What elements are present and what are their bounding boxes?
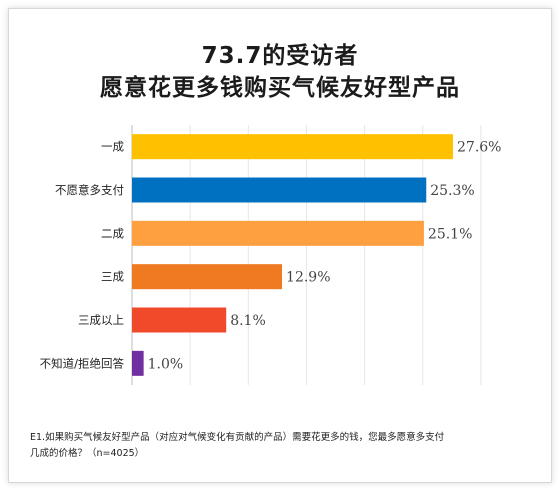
footnote-line-2: 几成的价格？（n=4025） [30, 448, 145, 459]
bar [132, 264, 283, 290]
chart-title-line-2: 愿意花更多钱购买气候友好型产品 [100, 75, 460, 101]
category-label: 三成 [101, 270, 124, 284]
value-label: 25.1% [428, 226, 472, 242]
bar [132, 220, 424, 246]
category-label: 三成以上 [78, 313, 124, 327]
value-label: 25.3% [430, 183, 474, 199]
value-label: 12.9% [286, 270, 330, 286]
footnote-line-1: E1.如果购买气候友好型产品（对应对气候变化有贡献的产品）需要花更多的钱，您最多… [30, 432, 445, 443]
bar [132, 177, 427, 203]
bar [132, 134, 453, 160]
chart-title-line-1: 73.7的受访者 [201, 43, 359, 69]
category-label: 不知道/拒绝回答 [40, 356, 125, 370]
value-label: 8.1% [230, 313, 266, 329]
bar [132, 307, 227, 333]
footnote: E1.如果购买气候友好型产品（对应对气候变化有贡献的产品）需要花更多的钱，您最多… [30, 430, 540, 462]
value-label: 1.0% [148, 356, 184, 372]
category-label: 一成 [101, 140, 124, 154]
value-label: 27.6% [457, 140, 501, 156]
category-label: 二成 [101, 226, 124, 240]
bar [132, 350, 144, 376]
category-label: 不愿意多支付 [55, 183, 124, 197]
